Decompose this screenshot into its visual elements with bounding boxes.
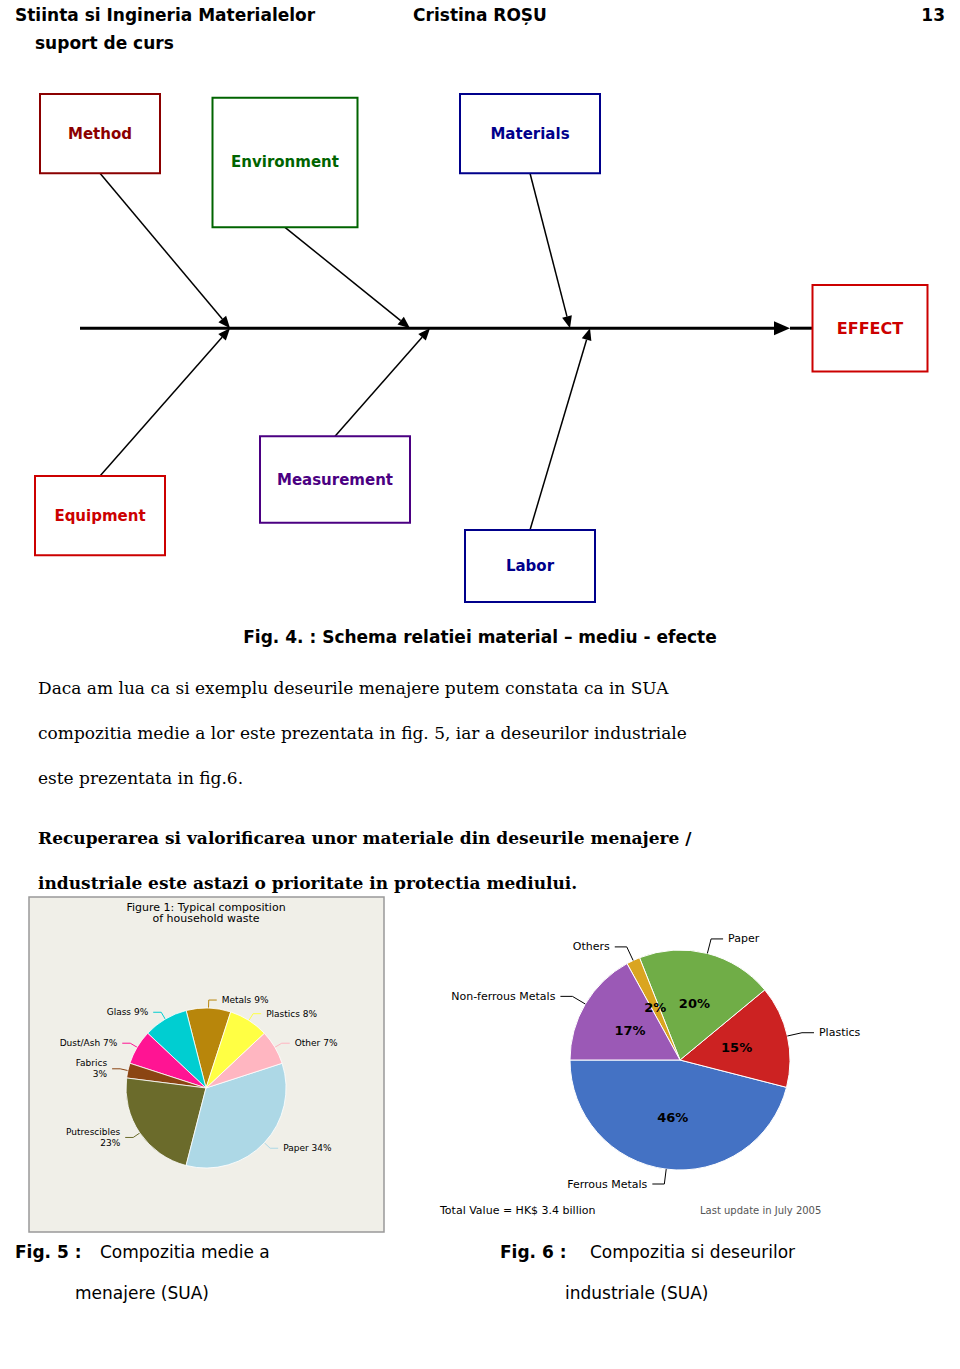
svg-text:Glass 9%: Glass 9% xyxy=(107,1007,149,1017)
svg-text:Fig. 4. : Schema relatiei mate: Fig. 4. : Schema relatiei material – med… xyxy=(243,627,717,647)
svg-text:Equipment: Equipment xyxy=(54,507,145,525)
svg-text:Paper 34%: Paper 34% xyxy=(283,1143,332,1153)
svg-text:Daca am lua ca si exemplu dese: Daca am lua ca si exemplu deseurile mena… xyxy=(38,678,669,698)
svg-text:EFFECT: EFFECT xyxy=(837,319,903,338)
svg-text:industriale (SUA): industriale (SUA) xyxy=(565,1283,708,1303)
svg-text:Figure 1: Typical composition: Figure 1: Typical composition xyxy=(126,901,286,914)
svg-text:Measurement: Measurement xyxy=(277,471,393,489)
svg-text:Materials: Materials xyxy=(490,125,569,143)
svg-text:Other 7%: Other 7% xyxy=(295,1038,338,1048)
svg-text:Ferrous Metals: Ferrous Metals xyxy=(567,1178,647,1191)
svg-text:Stiinta si Ingineria Materiale: Stiinta si Ingineria Materialelor xyxy=(15,5,316,25)
svg-text:Recuperarea si valorificarea u: Recuperarea si valorificarea unor materi… xyxy=(38,828,692,848)
svg-text:20%: 20% xyxy=(679,996,710,1011)
svg-text:Compozitia si deseurilor: Compozitia si deseurilor xyxy=(590,1242,795,1262)
svg-text:Compozitia medie a: Compozitia medie a xyxy=(100,1242,270,1262)
svg-text:23%: 23% xyxy=(100,1138,120,1148)
svg-text:3%: 3% xyxy=(93,1069,108,1079)
svg-text:compozitia medie a lor este pr: compozitia medie a lor este prezentata i… xyxy=(38,723,687,743)
svg-text:of household waste: of household waste xyxy=(152,912,259,925)
svg-text:Last update in July 2005: Last update in July 2005 xyxy=(700,1205,821,1216)
svg-text:Putrescibles: Putrescibles xyxy=(66,1127,120,1137)
svg-text:13: 13 xyxy=(921,5,945,25)
svg-text:suport de curs: suport de curs xyxy=(35,33,174,53)
svg-text:17%: 17% xyxy=(615,1023,646,1038)
svg-text:2%: 2% xyxy=(644,1000,666,1015)
svg-text:Fig. 5 :: Fig. 5 : xyxy=(15,1242,82,1262)
svg-text:Paper: Paper xyxy=(728,932,760,945)
svg-text:46%: 46% xyxy=(657,1110,688,1125)
svg-text:Plastics 8%: Plastics 8% xyxy=(266,1009,317,1019)
svg-text:industriale este astazi o prio: industriale este astazi o prioritate in … xyxy=(38,873,577,893)
svg-text:Method: Method xyxy=(68,125,132,143)
svg-text:menajere (SUA): menajere (SUA) xyxy=(75,1283,209,1303)
svg-text:Environment: Environment xyxy=(231,153,339,171)
svg-text:15%: 15% xyxy=(721,1040,752,1055)
svg-text:Cristina ROȘU: Cristina ROȘU xyxy=(413,5,547,25)
svg-text:Non-ferrous Metals: Non-ferrous Metals xyxy=(451,990,555,1003)
svg-text:Fig. 6 :: Fig. 6 : xyxy=(500,1242,567,1262)
svg-text:Plastics: Plastics xyxy=(819,1026,861,1039)
svg-text:Others: Others xyxy=(573,940,610,953)
svg-text:Metals 9%: Metals 9% xyxy=(222,995,269,1005)
svg-text:Labor: Labor xyxy=(506,557,555,575)
svg-text:Fabrics: Fabrics xyxy=(76,1058,108,1068)
svg-text:este prezentata in fig.6.: este prezentata in fig.6. xyxy=(38,768,243,788)
svg-text:Dust/Ash 7%: Dust/Ash 7% xyxy=(60,1038,118,1048)
svg-text:Total Value = HK$ 3.4 billion: Total Value = HK$ 3.4 billion xyxy=(439,1204,596,1217)
